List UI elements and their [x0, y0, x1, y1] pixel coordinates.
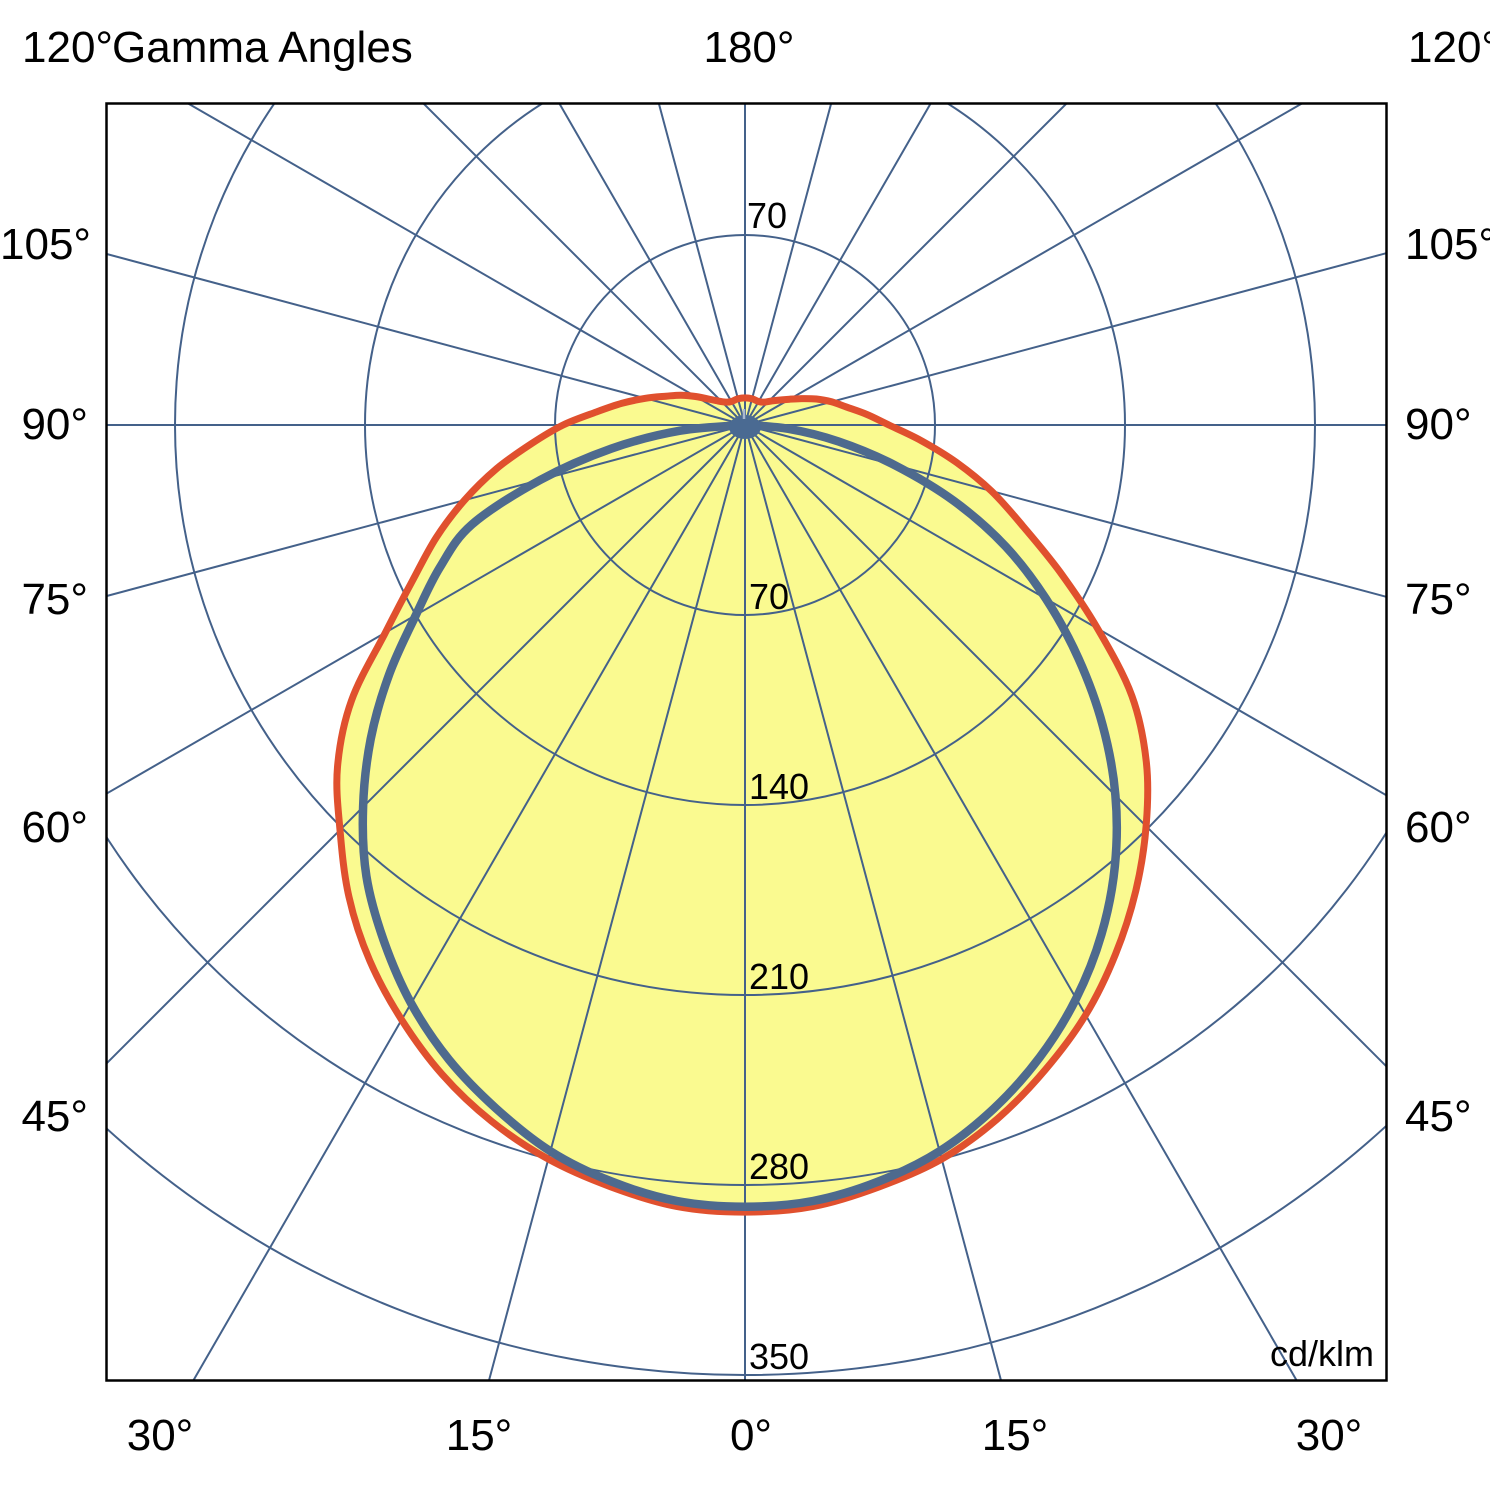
gamma-tick-90-right: 90°	[1405, 400, 1472, 449]
gamma-tick-90-left: 90°	[21, 400, 88, 449]
chart-title: Gamma Angles	[112, 23, 413, 72]
gamma-tick-15-bottom-left: 15°	[445, 1411, 513, 1460]
gamma-tick-75-right: 75°	[1405, 575, 1472, 624]
gamma-tick-60-right: 60°	[1405, 803, 1472, 852]
gamma-ray	[106, 424, 746, 795]
gamma-ray	[558, 103, 746, 426]
gamma-tick-30-bottom-left: 30°	[126, 1411, 194, 1460]
gamma-tick-120-left: 120°	[22, 23, 114, 72]
gamma-tick-0-bottom: 0°	[729, 1411, 773, 1460]
gamma-tick-45-right: 45°	[1405, 1092, 1472, 1141]
gamma-ray	[744, 424, 1387, 598]
gamma-ray	[744, 252, 1387, 426]
distribution-fill	[336, 395, 1148, 1213]
gamma-ray	[744, 424, 1387, 797]
gamma-ray	[744, 424, 1003, 1381]
unit-label: cd/klm	[1269, 1333, 1374, 1374]
gamma-ray	[744, 424, 1387, 1068]
center-blob	[729, 415, 761, 439]
gamma-tick-120-right: 120°	[1408, 23, 1490, 72]
gamma-ray	[106, 252, 746, 426]
gamma-ray	[744, 103, 1304, 426]
gamma-ray	[186, 103, 746, 426]
gamma-ray	[744, 103, 1068, 426]
curve-c90-c270	[358, 420, 1122, 1211]
gamma-ray	[744, 424, 1298, 1381]
gamma-tick-60-left: 60°	[21, 803, 88, 852]
gamma-tick-75-left: 75°	[21, 575, 88, 624]
gamma-ray	[744, 103, 833, 426]
ring-label: 140	[749, 766, 809, 807]
ring-label: 70	[749, 576, 789, 617]
gamma-tick-45-left: 45°	[21, 1092, 88, 1141]
ring-label: 350	[749, 1336, 809, 1377]
gamma-ray	[192, 424, 746, 1381]
gamma-tick-30-bottom-right: 30°	[1295, 1411, 1363, 1460]
gamma-ray	[744, 103, 932, 426]
ring-label: 280	[749, 1146, 809, 1187]
curve-c0-c180	[333, 391, 1152, 1216]
gamma-tick-15-bottom-right: 15°	[981, 1411, 1049, 1460]
gamma-ray	[487, 424, 746, 1381]
gamma-ray	[657, 103, 746, 426]
gamma-ray	[106, 424, 746, 1065]
ring-label: 70	[747, 195, 787, 236]
gamma-ray	[106, 424, 746, 598]
gamma-ray	[422, 103, 746, 426]
plot-border	[105, 102, 1388, 1382]
gamma-tick-105-right: 105°	[1405, 220, 1490, 269]
gamma-tick-180-top: 180°	[703, 23, 795, 72]
ring-label: 210	[749, 956, 809, 997]
gamma-tick-105-left: 105°	[0, 220, 92, 269]
